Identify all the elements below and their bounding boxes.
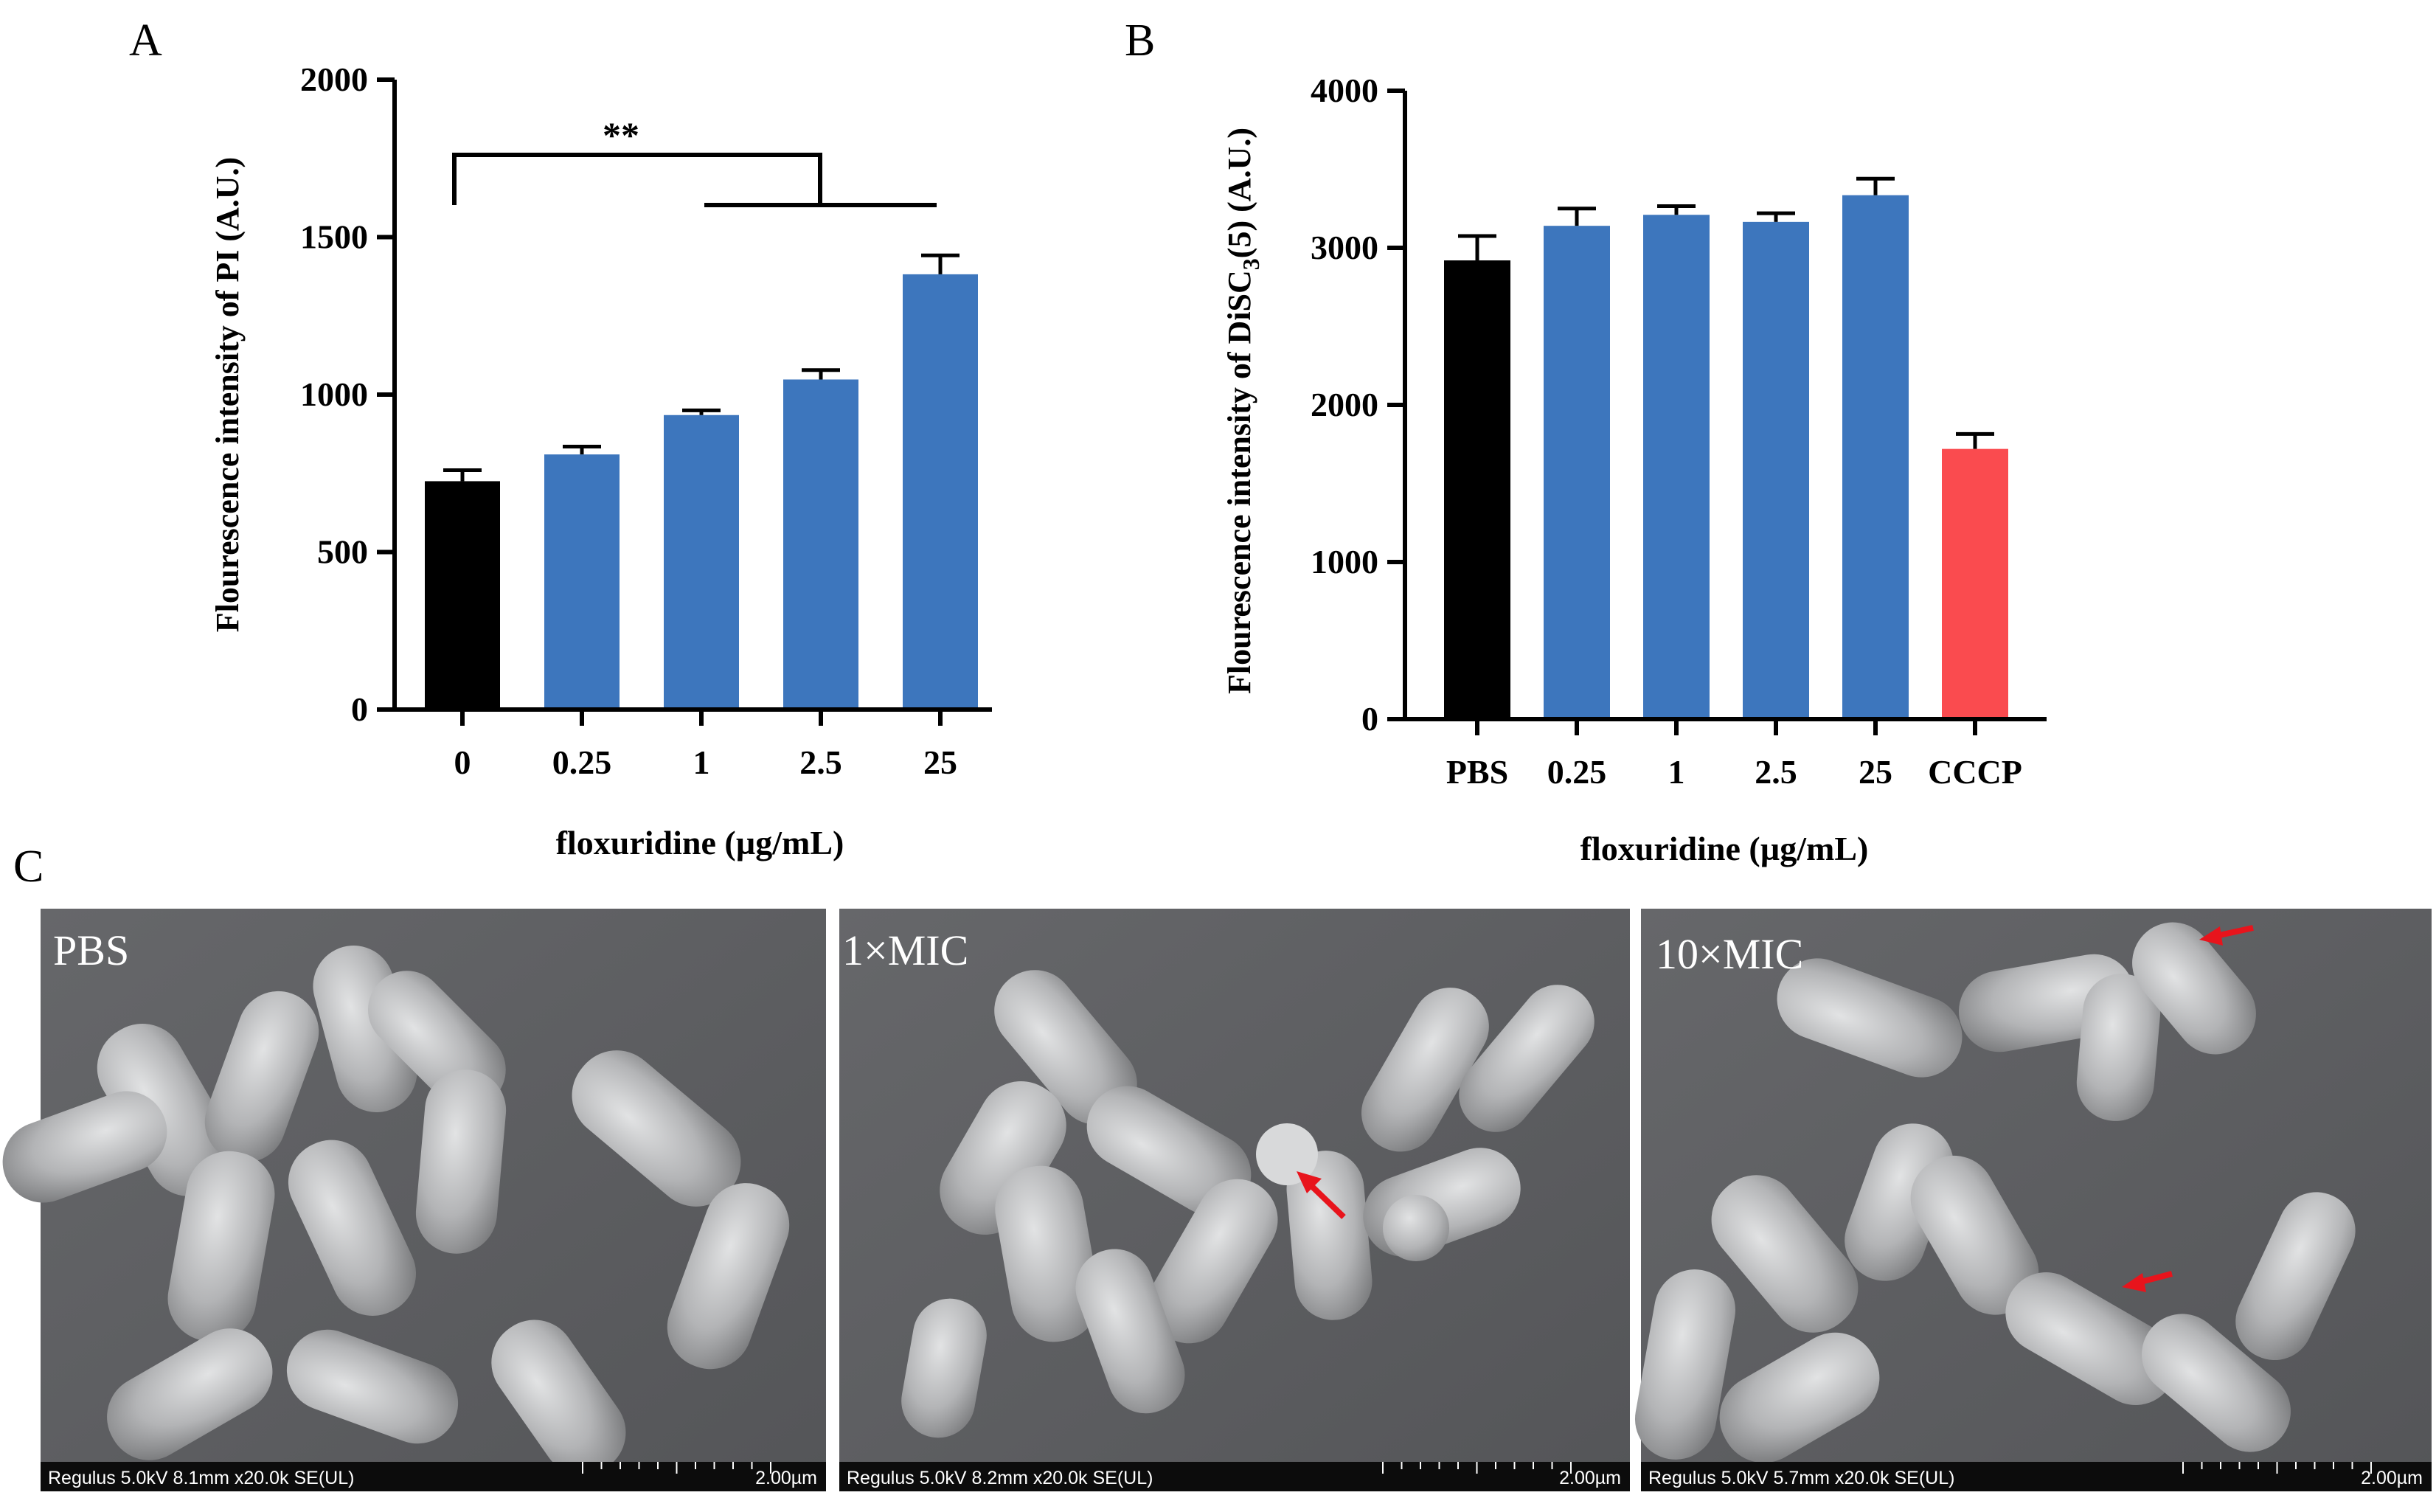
y-tick-label: 2000	[300, 60, 368, 98]
bar-25	[903, 274, 978, 710]
sem-image-pbs: Regulus 5.0kV 8.1mm x20.0k SE(UL) 2.00µm…	[2, 909, 826, 1491]
x-tick-label: 25	[1859, 753, 1892, 791]
panel-label-b: B	[1125, 15, 1155, 66]
arrow-head-icon	[2199, 926, 2223, 946]
chart-a-xlabel: floxuridine (µg/mL)	[556, 824, 844, 861]
chart-b-ylabel: Flourescence intensity of DiSC3(5) (A.U.…	[1221, 128, 1264, 694]
arrow-head-icon	[1297, 1171, 1322, 1193]
x-tick-label: 0.25	[1547, 753, 1607, 791]
y-tick-label: 1500	[300, 218, 368, 256]
sem-image-1xmic: Regulus 5.0kV 8.2mm x20.0k SE(UL) 2.00µm…	[839, 909, 1630, 1491]
y-tick-label: 0	[351, 690, 368, 728]
x-tick-label: 0.25	[552, 743, 612, 781]
bar-2.5	[783, 379, 858, 710]
sem-info-1xmic: Regulus 5.0kV 8.2mm x20.0k SE(UL)	[847, 1468, 1153, 1488]
chart-a-ylabel: Flourescence intensity of PI (A.U.)	[209, 157, 246, 632]
arrow-head-icon	[2122, 1273, 2146, 1292]
bar-CCCP	[1942, 448, 2008, 719]
significance-annotation: **	[603, 114, 639, 156]
sem-scale-pbs: 2.00µm	[755, 1468, 817, 1488]
sem-info-pbs: Regulus 5.0kV 8.1mm x20.0k SE(UL)	[48, 1468, 354, 1488]
x-tick-label: 1	[1668, 753, 1685, 791]
y-tick-label: 500	[317, 533, 368, 571]
y-tick-label: 2000	[1311, 386, 1378, 423]
bar-2.5	[1743, 221, 1809, 720]
bacteria-cells	[2, 946, 790, 1475]
bar-1	[664, 415, 739, 710]
bacteria-cells	[1634, 922, 2356, 1463]
chart-b: 0 1000 2000 3000 4000 PBS 0.25 1 2.5 25 CCCP Flou…	[1221, 72, 2047, 867]
panel-label-c: C	[13, 842, 44, 892]
chart-b-xlabel: floxuridine (µg/mL)	[1580, 830, 1869, 867]
x-tick-label: 0	[454, 743, 471, 781]
x-tick-label: CCCP	[1928, 753, 2022, 791]
chart-b-ylabel-main: Flourescence intensity of DiSC	[1221, 270, 1257, 694]
bar-0.25	[1544, 226, 1610, 719]
x-tick-label: 1	[693, 743, 710, 781]
y-tick-label: 1000	[300, 375, 368, 413]
bar-PBS	[1444, 260, 1510, 719]
bar-1	[1643, 215, 1710, 719]
sem-label-1xmic: 1×MIC	[842, 926, 968, 974]
bacteria-cells	[901, 970, 1594, 1438]
x-tick-label: 2.5	[1755, 753, 1797, 791]
chart-a: 0 500 1000 1500 2000 0 0.25 1 2.5 25 Flourescenc…	[209, 60, 992, 861]
significance-bracket-upper	[452, 153, 822, 205]
y-tick-label: 1000	[1311, 543, 1378, 580]
bar-0.25	[544, 454, 620, 710]
y-tick-label: 0	[1361, 700, 1378, 738]
chart-b-ylabel-sub: 3	[1238, 258, 1264, 270]
sem-panels: Regulus 5.0kV 8.1mm x20.0k SE(UL) 2.00µm…	[2, 909, 2432, 1491]
bar-25	[1842, 195, 1909, 719]
x-tick-label: 2.5	[799, 743, 842, 781]
x-tick-label: PBS	[1446, 753, 1508, 791]
sem-scale-1xmic: 2.00µm	[1559, 1468, 1621, 1488]
y-tick-label: 3000	[1311, 229, 1378, 266]
panel-label-a: A	[129, 15, 162, 66]
y-tick-label: 4000	[1311, 72, 1378, 109]
sem-image-10xmic: Regulus 5.0kV 5.7mm x20.0k SE(UL) 2.00µm…	[1634, 909, 2432, 1491]
sem-info-10xmic: Regulus 5.0kV 5.7mm x20.0k SE(UL)	[1648, 1468, 1954, 1488]
sem-scale-10xmic: 2.00µm	[2361, 1468, 2423, 1488]
sem-label-10xmic: 10×MIC	[1656, 930, 1803, 978]
bar-0	[425, 481, 500, 710]
x-tick-label: 25	[923, 743, 957, 781]
sem-label-pbs: PBS	[53, 926, 129, 974]
chart-b-ylabel-tail: (5) (A.U.)	[1221, 128, 1257, 258]
